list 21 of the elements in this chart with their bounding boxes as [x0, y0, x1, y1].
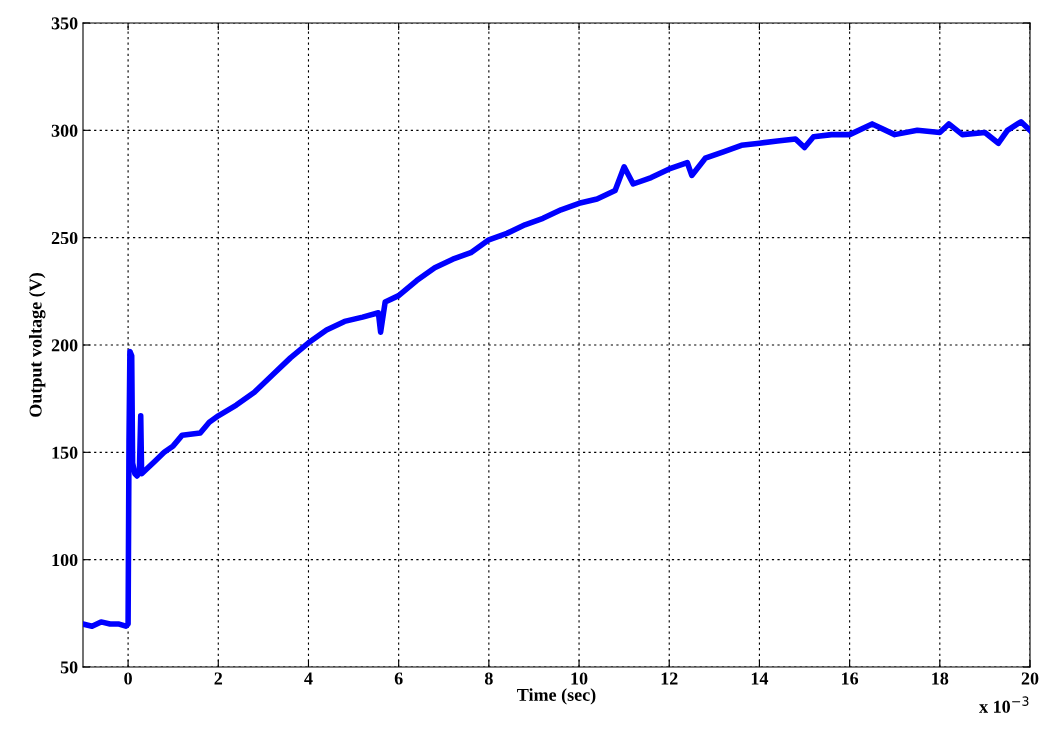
x-tick-label: 6 — [394, 672, 403, 685]
y-tick-label: 200 — [51, 339, 78, 352]
x-tick-label: 20 — [1021, 672, 1039, 685]
y-tick-label: 50 — [60, 661, 78, 674]
x-tick-label: 12 — [661, 672, 678, 685]
x-axis-title: Time (sec) — [517, 688, 596, 705]
y-tick-label: 100 — [52, 553, 78, 567]
x-tick-label: 10 — [571, 672, 588, 685]
x-tick-label: 14 — [751, 672, 769, 685]
y-tick-label: 150 — [52, 446, 78, 459]
text: x 10$^{−3}$ — [979, 696, 1029, 713]
y-tick-label: 350 — [51, 17, 78, 30]
x-tick-label: 4 — [304, 672, 313, 685]
x-tick-label: 0 — [124, 672, 132, 685]
x-tick-label: 16 — [842, 672, 859, 685]
x-tick-label: 18 — [932, 672, 949, 685]
x-tick-label: 8 — [484, 672, 493, 685]
x-tick-label: 2 — [214, 672, 223, 685]
y-tick-label: 250 — [51, 231, 78, 245]
y-tick-label: 300 — [51, 124, 78, 137]
y-axis-title: Output voltage (V) — [28, 273, 46, 417]
